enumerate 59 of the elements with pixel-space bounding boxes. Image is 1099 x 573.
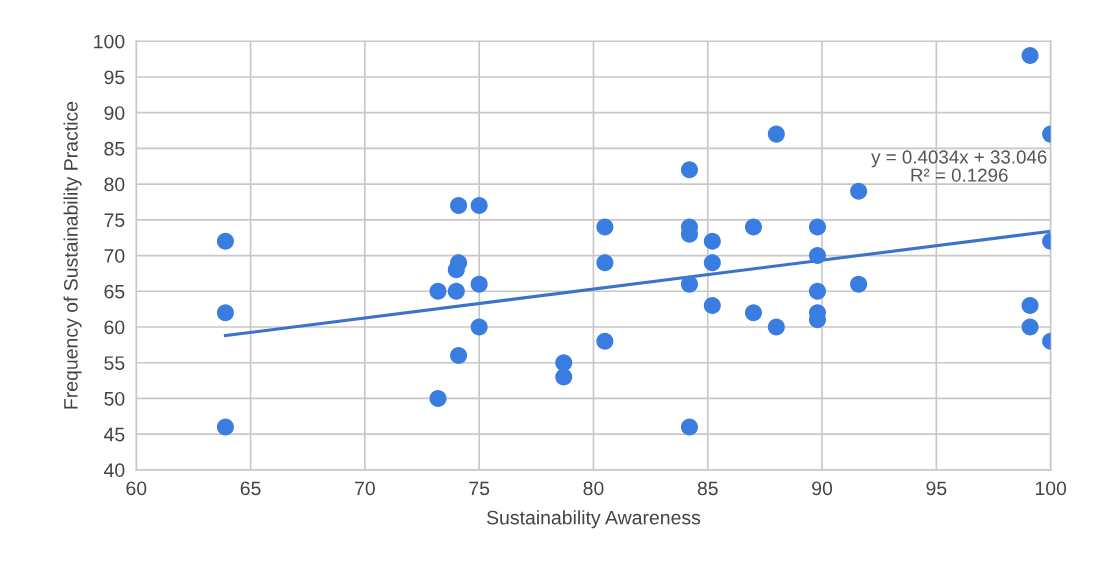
y-tick-label: 90 — [104, 106, 125, 120]
point — [450, 347, 468, 365]
point — [216, 304, 234, 322]
point — [429, 389, 447, 407]
x-tick-label: 70 — [355, 481, 375, 496]
point — [1021, 297, 1039, 315]
y-tick-label: 75 — [104, 213, 125, 228]
y-tick-label: 40 — [103, 463, 125, 478]
point — [744, 218, 762, 236]
point — [429, 282, 447, 300]
y-tick-label: 60 — [104, 320, 125, 335]
point — [680, 418, 698, 436]
point — [680, 275, 698, 293]
point — [216, 418, 234, 436]
point — [596, 332, 614, 350]
y-tick-label: 55 — [104, 356, 125, 370]
point — [216, 232, 234, 250]
point — [1021, 47, 1039, 65]
x-tick-label: 100 — [1035, 481, 1067, 496]
point — [767, 318, 785, 336]
point — [703, 232, 721, 250]
x-tick-label: 90 — [812, 481, 833, 496]
x-axis-title: Sustainability Awareness — [486, 510, 701, 529]
point — [450, 197, 468, 215]
point — [850, 275, 868, 293]
point — [808, 218, 826, 236]
point — [447, 282, 465, 300]
x-tick-label: 80 — [583, 481, 604, 496]
point — [470, 275, 488, 293]
y-tick-label: 95 — [104, 70, 125, 85]
x-tick-label: 85 — [697, 481, 718, 496]
x-tick-label: 75 — [469, 481, 490, 496]
point — [808, 282, 826, 300]
point — [1021, 318, 1039, 336]
y-tick-label: 80 — [104, 177, 125, 192]
point — [470, 318, 488, 336]
point — [596, 218, 614, 236]
point — [703, 254, 721, 272]
y-tick-label: 45 — [103, 427, 125, 442]
y-axis-title: Frequency of Sustainability Practice — [63, 101, 82, 409]
point — [767, 125, 785, 143]
x-tick-label: 65 — [240, 481, 261, 496]
point — [596, 254, 614, 272]
point — [703, 297, 721, 315]
point — [555, 368, 573, 386]
x-tick-label: 60 — [126, 481, 147, 496]
point — [680, 161, 698, 179]
y-tick-label: 70 — [104, 249, 125, 263]
point — [850, 182, 868, 200]
point — [808, 247, 826, 265]
point — [470, 197, 488, 215]
y-tick-label: 100 — [94, 34, 125, 49]
y-tick-label: 50 — [104, 391, 125, 406]
point — [555, 354, 573, 372]
annotation: y = 0.4034x + 33.046 R² = 0.1296 — [871, 150, 1047, 182]
y-tick-label: 65 — [104, 284, 125, 299]
x-tick-label: 95 — [926, 481, 947, 496]
y-tick-label: 85 — [104, 141, 125, 156]
point — [744, 304, 762, 322]
